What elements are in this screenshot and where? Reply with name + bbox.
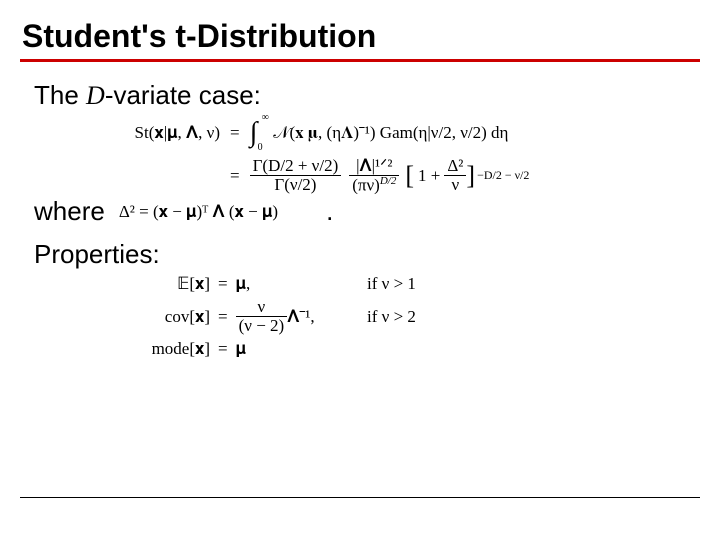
prop1-eq: =: [218, 274, 228, 294]
prop-row-2: cov[𝐱] = ν (ν − 2) 𝚲⁻¹, if ν > 2: [140, 298, 700, 335]
prop2-frac-num: ν: [236, 298, 288, 317]
eq2-delta-num: Δ²: [444, 157, 466, 176]
eq1-int-lower: 0: [258, 143, 263, 153]
prop2-cond: if ν > 2: [367, 307, 416, 327]
where-label: where: [34, 196, 105, 227]
prop3-eq: =: [218, 339, 228, 359]
slide-title: Student's t-Distribution: [22, 18, 700, 55]
intro-var-d: D: [86, 81, 105, 110]
footer-divider: [20, 497, 700, 498]
where-period: .: [326, 196, 333, 227]
prop1-rhs: 𝛍,: [236, 274, 251, 294]
prop1-cond: if ν > 1: [367, 274, 416, 294]
where-line: where Δ² = (𝐱 − 𝛍)ᵀ 𝚲 (𝐱 − 𝛍) .: [34, 196, 700, 227]
eq1-int-upper: ∞: [262, 113, 269, 123]
eq2-gamma-num: Γ(D/2 + ν/2): [250, 157, 342, 176]
prop2-eq: =: [218, 307, 228, 327]
prop2-lhs: cov[𝐱]: [140, 307, 210, 327]
eq1-lhs: St(𝐱|𝛍, 𝚲, ν): [110, 123, 220, 143]
eq2-bracket-one: 1 +: [418, 166, 440, 186]
eq2-exponent: −D/2 − ν/2: [477, 168, 529, 183]
prop2-tail: 𝚲⁻¹,: [287, 307, 314, 327]
intro-prefix: The: [34, 80, 86, 110]
properties-label: Properties:: [34, 239, 700, 270]
prop2-frac-den: (ν − 2): [236, 317, 288, 335]
equation-block: St(𝐱|𝛍, 𝚲, ν) = ∫∞0 𝒩(𝐱 𝛍, (η𝚲)⁻¹) Gam(η…: [110, 119, 700, 194]
eq2-gamma-den: Γ(ν/2): [250, 176, 342, 194]
eq2-equals: =: [230, 166, 240, 186]
prop3-rhs: 𝛍: [236, 339, 246, 359]
eq2-lam-num: |𝚲|¹ᐟ²: [349, 157, 399, 176]
eq2-delta-den: ν: [444, 176, 466, 194]
intro-suffix: -variate case:: [105, 80, 261, 110]
eq2-lam-den: (πν): [352, 176, 380, 195]
prop1-lhs: 𝔼[𝐱]: [140, 274, 210, 294]
prop3-lhs: mode[𝐱]: [140, 339, 210, 359]
intro-line: The D-variate case:: [34, 80, 700, 111]
title-divider: [20, 59, 700, 62]
eq2-lam-den-exp: D/2: [380, 175, 397, 187]
prop-row-3: mode[𝐱] = 𝛍: [140, 339, 700, 359]
slide-container: Student's t-Distribution The D-variate c…: [0, 0, 720, 540]
properties-block: 𝔼[𝐱] = 𝛍, if ν > 1 cov[𝐱] = ν (ν − 2) 𝚲⁻…: [140, 274, 700, 359]
eq1-equals: =: [230, 123, 240, 143]
eq1-rhs: 𝒩(𝐱 𝛍, (η𝚲)⁻¹) Gam(η|ν/2, ν/2) dη: [273, 123, 508, 143]
prop-row-1: 𝔼[𝐱] = 𝛍, if ν > 1: [140, 274, 700, 294]
where-equation: Δ² = (𝐱 − 𝛍)ᵀ 𝚲 (𝐱 − 𝛍): [119, 202, 278, 222]
